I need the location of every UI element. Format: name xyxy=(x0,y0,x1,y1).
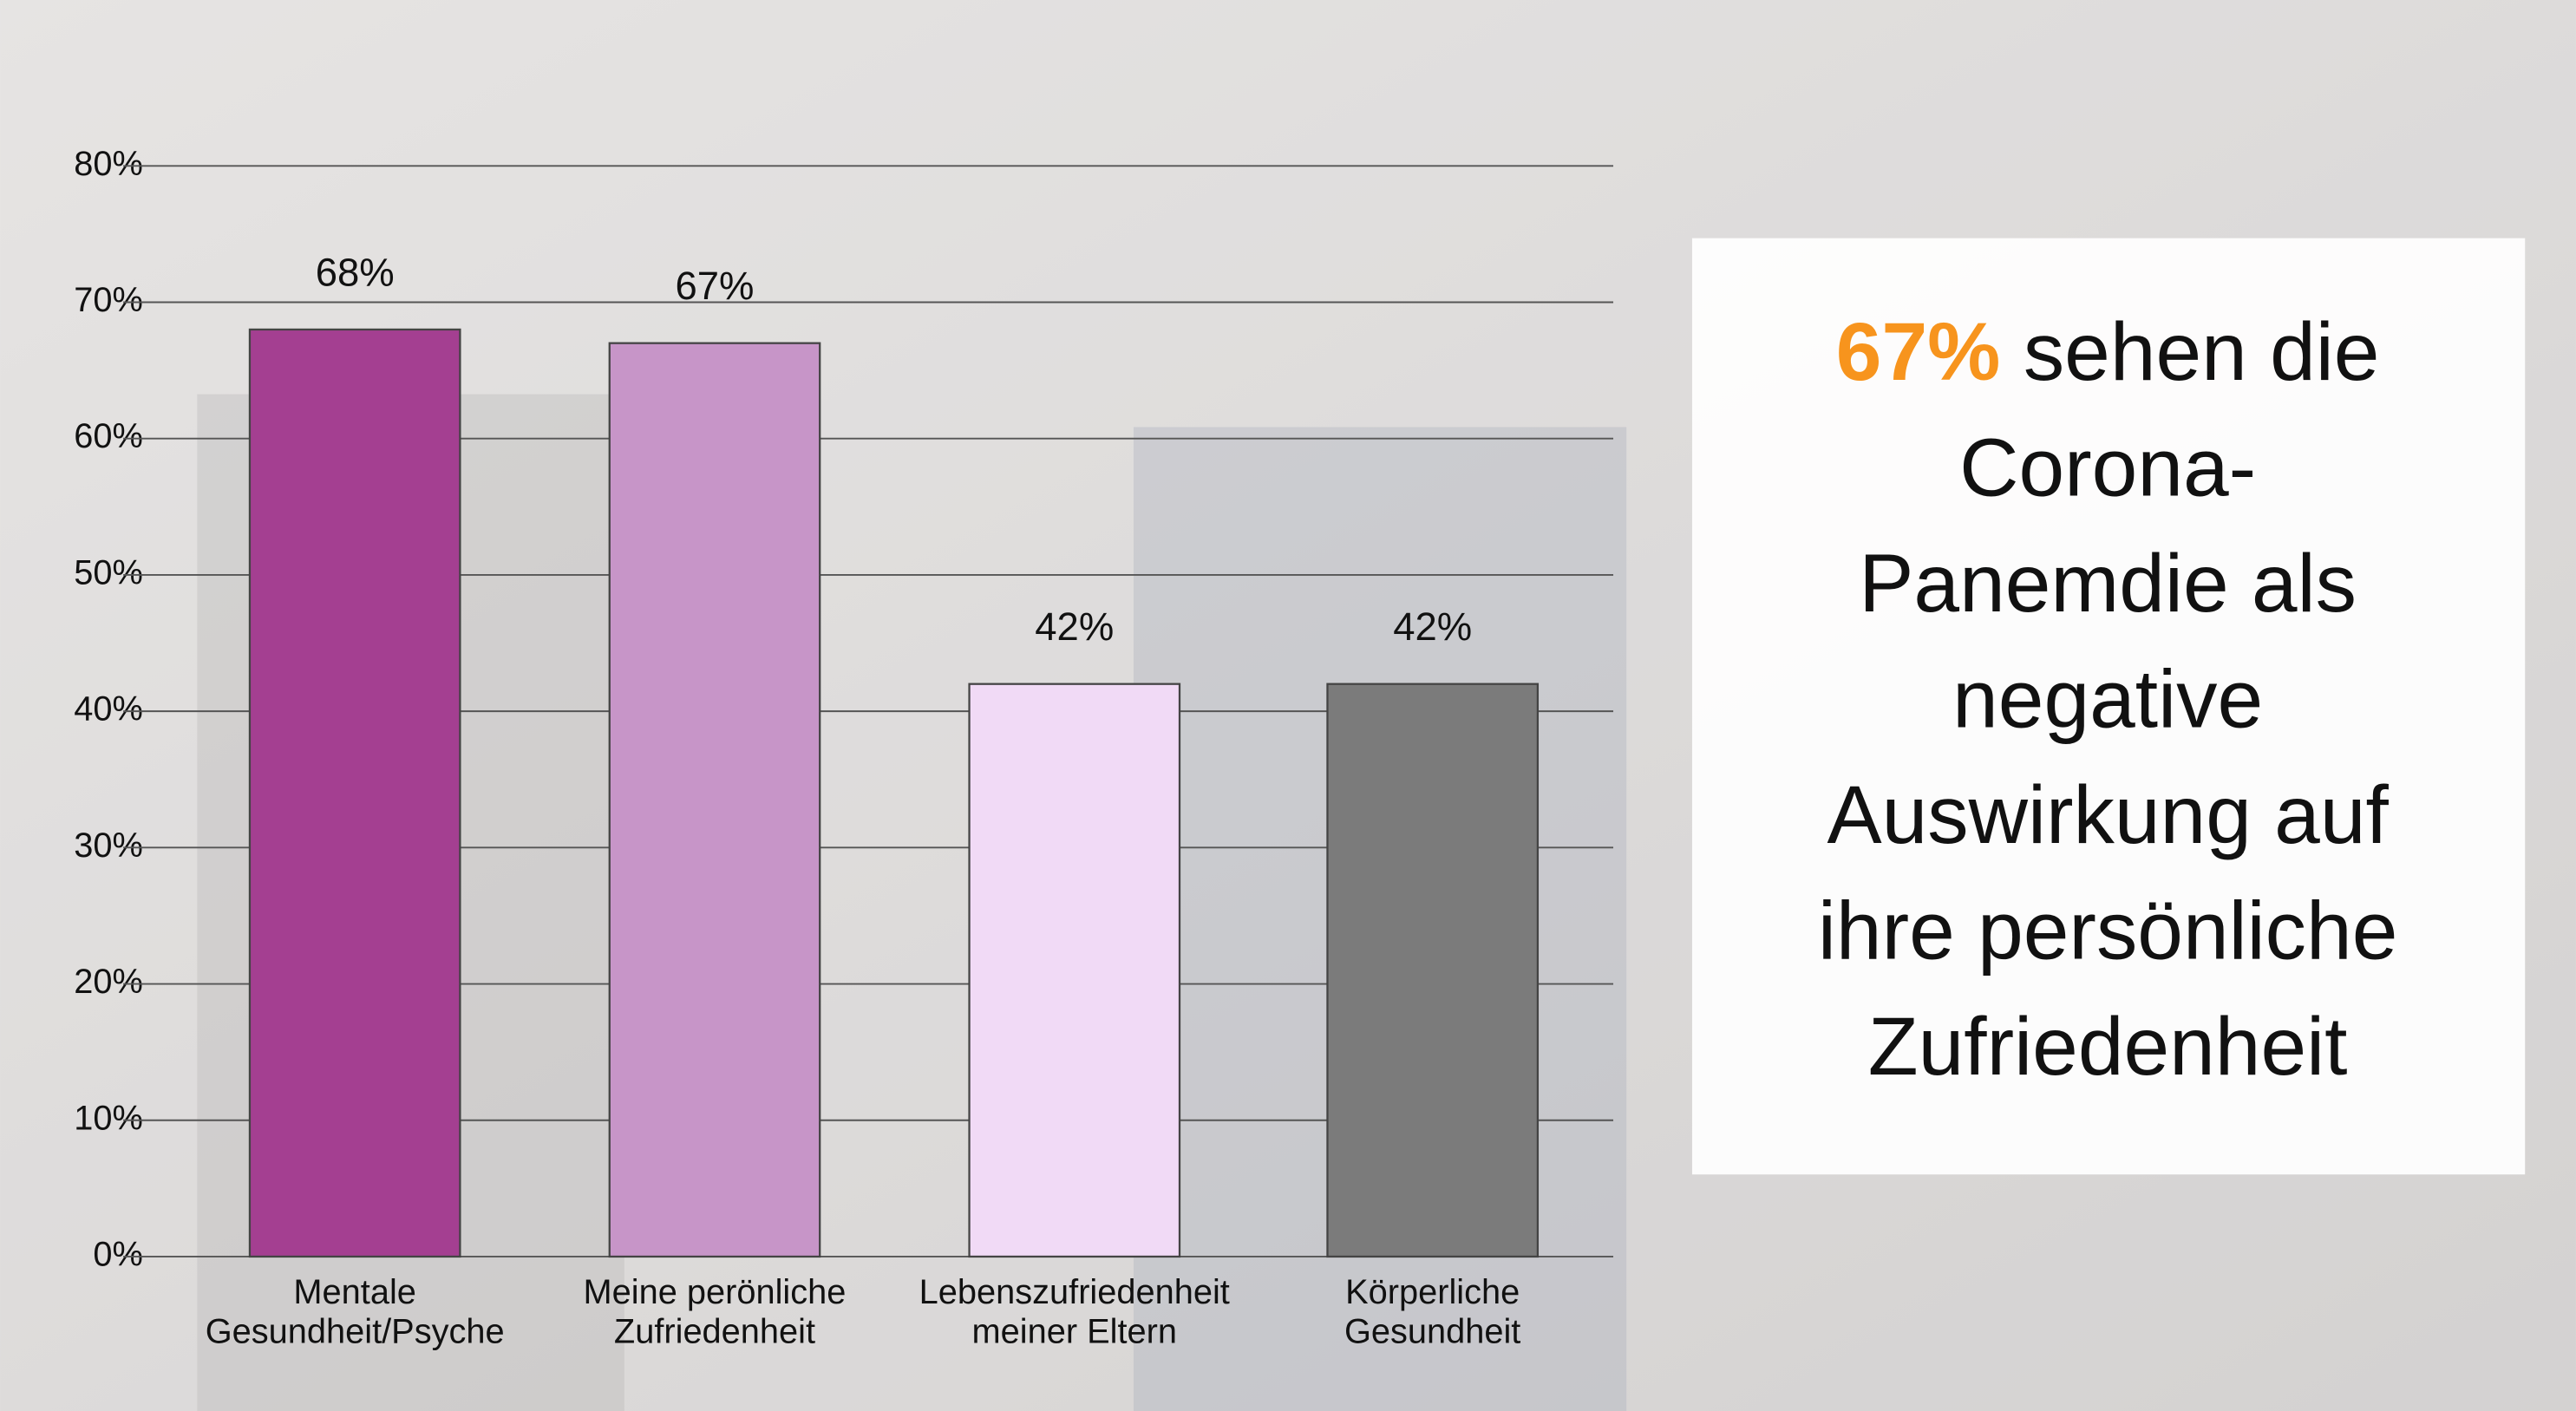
callout-line: Panemdie als xyxy=(1859,538,2357,630)
callout-line: sehen die xyxy=(2024,306,2380,398)
value-label: 68% xyxy=(316,250,395,294)
callout-text: 67% sehen die Corona- Panemdie als negative A… xyxy=(1818,306,2397,1093)
x-tick-label: Mentale xyxy=(293,1273,415,1311)
y-tick-label: 60% xyxy=(74,417,143,455)
bar xyxy=(1326,683,1540,1258)
x-tick-label: Gesundheit xyxy=(1344,1312,1520,1350)
bar xyxy=(608,342,821,1258)
value-label: 67% xyxy=(675,264,754,308)
callout-line: negative xyxy=(1952,654,2263,746)
callout-line: Corona- xyxy=(1959,421,2256,513)
bar xyxy=(968,683,1181,1258)
y-tick-label: 50% xyxy=(74,553,143,591)
y-tick-label: 80% xyxy=(74,145,143,183)
x-tick-label: Meine perönliche xyxy=(584,1273,847,1311)
y-tick-label: 20% xyxy=(74,963,143,1001)
y-tick-label: 40% xyxy=(74,690,143,728)
bar xyxy=(248,328,461,1258)
value-label: 42% xyxy=(1035,604,1114,649)
callout-highlight: 67% xyxy=(1836,306,2001,398)
x-tick-label: Körperliche xyxy=(1345,1273,1520,1311)
callout-box xyxy=(1691,238,2526,1175)
callout-line: Auswirkung auf xyxy=(1827,769,2389,861)
x-tick-label: Zufriedenheit xyxy=(614,1312,815,1350)
y-tick-label: 70% xyxy=(74,281,143,319)
y-tick-label: 30% xyxy=(74,826,143,865)
value-label: 42% xyxy=(1393,604,1472,649)
callout-line: Zufriedenheit xyxy=(1868,1001,2348,1093)
x-tick-label: meiner Eltern xyxy=(972,1312,1177,1350)
callout-line: ihre persönliche xyxy=(1818,885,2397,977)
x-tick-label: Gesundheit/Psyche xyxy=(206,1312,505,1350)
y-tick-label: 10% xyxy=(74,1099,143,1137)
x-tick-label: Lebenszufriedenheit xyxy=(919,1273,1230,1311)
y-tick-label: 0% xyxy=(93,1235,142,1273)
